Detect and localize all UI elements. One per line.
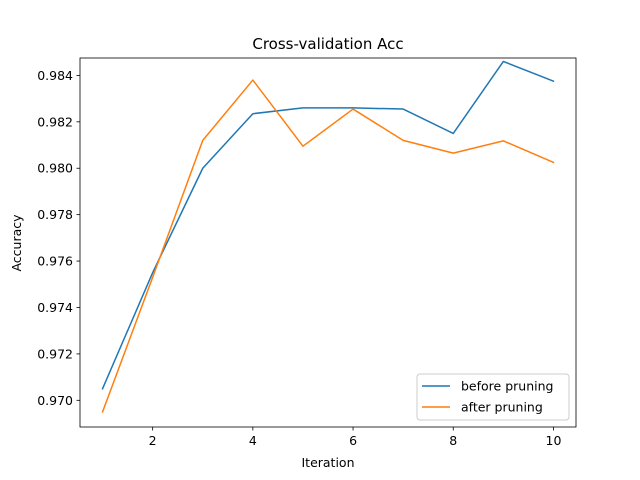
- series-layer: [79, 57, 577, 428]
- y-tick-label: 0.980: [37, 161, 73, 176]
- x-tick-label: 8: [449, 433, 457, 448]
- x-axis: 2 4 6 8 10: [149, 427, 562, 448]
- y-tick-label: 0.976: [37, 254, 73, 269]
- series-line-0: [101, 60, 555, 390]
- y-tick-label: 0.974: [37, 300, 73, 315]
- x-tick-label: 6: [349, 433, 357, 448]
- x-tick-label: 10: [546, 433, 562, 448]
- y-tick-label: 0.970: [37, 393, 73, 408]
- plot-area: [80, 58, 576, 427]
- legend-box: [416, 373, 570, 421]
- y-tick-label: 0.984: [37, 68, 73, 83]
- y-tick-label: 0.982: [37, 114, 73, 129]
- plot-background: [80, 58, 576, 427]
- y-tick-label: 0.972: [37, 346, 73, 361]
- legend: before pruning after pruning: [416, 373, 570, 421]
- chart-title: Cross-validation Acc: [252, 35, 403, 53]
- plot-frame: [79, 57, 577, 428]
- y-tick-label: 0.978: [37, 207, 73, 222]
- x-tick-label: 4: [249, 433, 257, 448]
- legend-label: after pruning: [461, 400, 543, 415]
- x-axis-label: Iteration: [301, 455, 354, 470]
- series-line-1: [101, 79, 555, 413]
- y-axis-label: Accuracy: [9, 214, 24, 272]
- legend-label: before pruning: [461, 379, 553, 394]
- y-axis: 0.970 0.972 0.974 0.976 0.978 0.980 0.982 0.984: [37, 68, 80, 408]
- x-tick-label: 2: [149, 433, 157, 448]
